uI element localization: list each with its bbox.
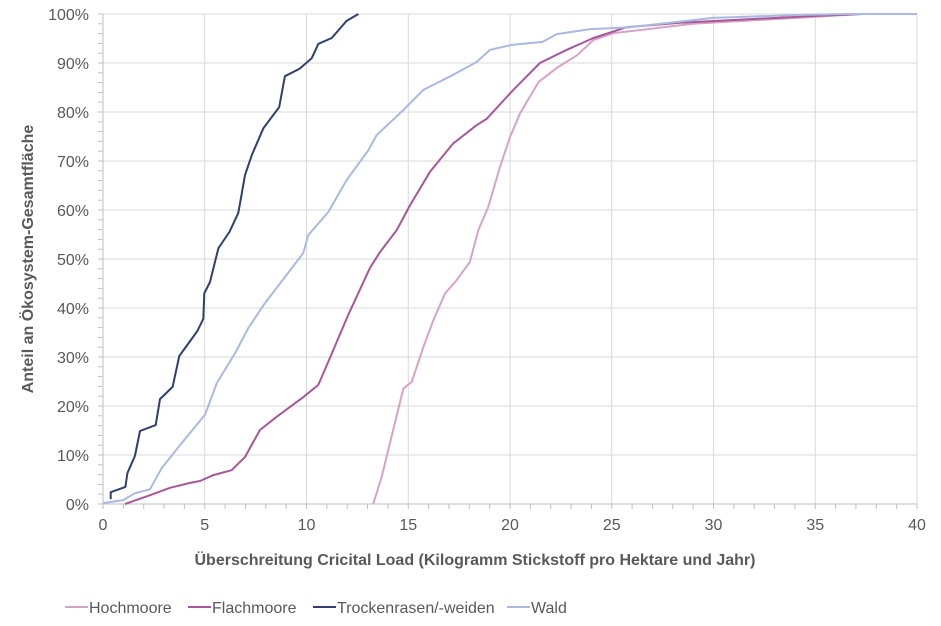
y-tick-label: 50% (57, 252, 89, 269)
y-tick-label: 40% (57, 301, 89, 318)
y-tick-label: 100% (48, 7, 89, 24)
legend-label: Hochmoore (89, 600, 172, 617)
y-tick-label: 20% (57, 399, 89, 416)
legend-item: Flachmoore (188, 600, 297, 617)
y-tick-label: 30% (57, 350, 89, 367)
legend-item: Wald (507, 600, 567, 617)
x-tick-label: 5 (200, 517, 209, 534)
y-tick-label: 10% (57, 448, 89, 465)
y-tick-label: 70% (57, 154, 89, 171)
x-tick-label: 20 (501, 517, 519, 534)
x-tick-label: 40 (908, 517, 926, 534)
axes (98, 13, 918, 509)
x-tick-label: 0 (99, 517, 108, 534)
series-lines (103, 13, 917, 505)
y-tick-label: 0% (66, 497, 89, 514)
gridlines (103, 13, 918, 504)
series-line-wald (103, 13, 917, 504)
y-tick-label: 80% (57, 105, 89, 122)
x-axis-label: Überschreitung Cricital Load (Kilogramm … (195, 550, 756, 569)
series-line-trockenrasen-weiden (109, 13, 359, 500)
series-line-hochmoore (372, 13, 917, 505)
legend: Hochmoore Flachmoore Trockenrasen/-weiden W… (65, 600, 567, 617)
legend-label: Trockenrasen/-weiden (337, 600, 495, 617)
y-tick-label: 90% (57, 56, 89, 73)
y-tick-label: 60% (57, 203, 89, 220)
legend-label: Wald (531, 600, 567, 617)
x-tick-label: 30 (705, 517, 723, 534)
legend-item: Hochmoore (65, 600, 172, 617)
y-axis-label: Anteil an Ökosystem-Gesamtfläche (18, 125, 37, 394)
x-tick-label: 35 (806, 517, 824, 534)
x-tick-labels: 0 5 10 15 20 25 30 35 40 (99, 517, 926, 534)
legend-item: Trockenrasen/-weiden (313, 600, 495, 617)
x-tick-label: 25 (603, 517, 621, 534)
y-tick-labels: 0% 10% 20% 30% 40% 50% 60% 70% 80% 90% 100% (48, 7, 89, 514)
x-tick-label: 10 (298, 517, 316, 534)
legend-label: Flachmoore (212, 600, 297, 617)
x-tick-label: 15 (399, 517, 417, 534)
series-line-flachmoore (124, 13, 917, 505)
